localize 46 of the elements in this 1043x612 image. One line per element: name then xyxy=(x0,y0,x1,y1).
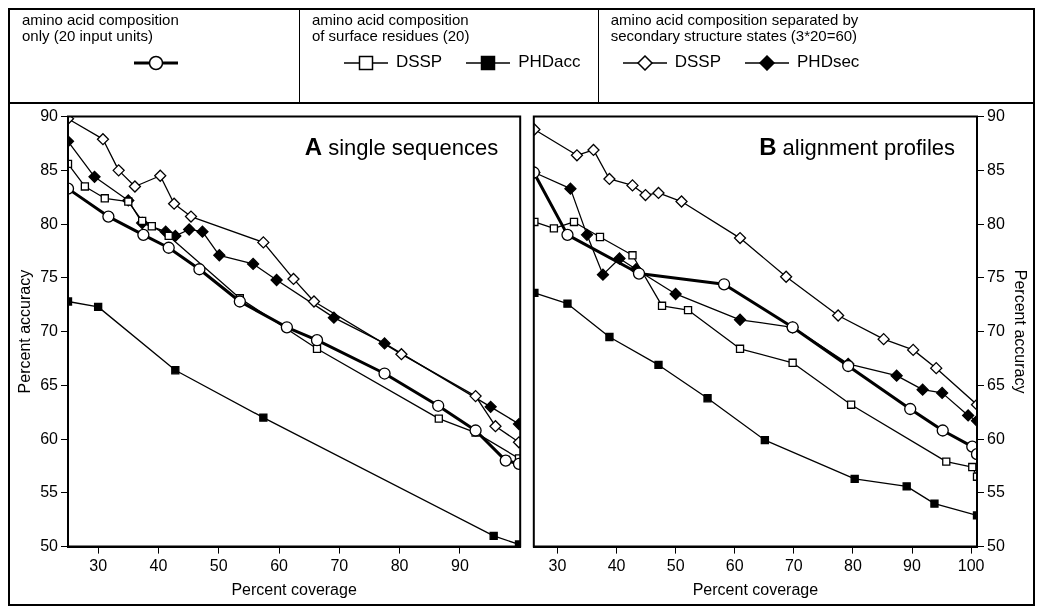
text: B alignment profiles xyxy=(759,132,956,160)
y2-tick-label: 55 xyxy=(987,483,1005,501)
x-tick-label: 100 xyxy=(957,556,985,574)
y2-tick-label: 50 xyxy=(987,537,1005,555)
y2-tick-label: 65 xyxy=(987,375,1005,393)
x-tick-label: 40 xyxy=(607,556,626,574)
y-tick-label: 80 xyxy=(40,214,59,232)
x-tick-label: 70 xyxy=(330,556,349,574)
x-axis-title: Percent coverage xyxy=(692,580,819,598)
x-tick-label: 80 xyxy=(390,556,409,574)
x-tick-label: 40 xyxy=(149,556,168,574)
y-axis-title: Percent accuracy xyxy=(16,269,34,394)
x-tick-label: 90 xyxy=(903,556,921,574)
x-tick-label: 50 xyxy=(209,556,228,574)
y-tick-label: 55 xyxy=(40,483,59,501)
x-axis-title: Percent coverage xyxy=(231,580,357,598)
x-tick-label: 50 xyxy=(666,556,685,574)
text: amino acid composition of surface residues (20) xyxy=(311,11,471,46)
y-tick-label: 50 xyxy=(40,537,59,555)
x-tick-label: 70 xyxy=(784,556,803,574)
y2-tick-label: 85 xyxy=(987,160,1005,178)
y-tick-label: 85 xyxy=(40,160,59,178)
y2-tick-label: 80 xyxy=(987,214,1005,232)
y2-tick-label: 60 xyxy=(987,429,1005,447)
legend-label: PHDsec xyxy=(796,52,860,72)
legend-label: DSSP xyxy=(394,52,443,72)
text: amino acid composition separated by secondary structure states (3*20=60) xyxy=(610,11,860,46)
y2-tick-label: 90 xyxy=(987,107,1005,125)
y2-tick-label: 70 xyxy=(987,322,1005,340)
x-tick-label: 90 xyxy=(451,556,469,574)
y2-axis-title: Percent accuracy xyxy=(1011,269,1029,394)
y-tick-label: 65 xyxy=(40,375,59,393)
y-tick-label: 90 xyxy=(40,107,59,125)
legend-label: PHDacc xyxy=(517,52,581,72)
x-tick-label: 60 xyxy=(725,556,744,574)
legend-label: DSSP xyxy=(673,52,722,72)
text: amino acid composition only (20 input units) xyxy=(22,11,180,46)
x-tick-label: 60 xyxy=(270,556,289,574)
y2-tick-label: 75 xyxy=(987,268,1005,286)
y-tick-label: 75 xyxy=(40,268,59,286)
y-tick-label: 70 xyxy=(40,322,59,340)
x-tick-label: 80 xyxy=(844,556,862,574)
x-tick-label: 30 xyxy=(548,556,567,574)
x-tick-label: 30 xyxy=(89,556,108,574)
text: A single sequences xyxy=(304,132,499,160)
y-tick-label: 60 xyxy=(40,429,59,447)
